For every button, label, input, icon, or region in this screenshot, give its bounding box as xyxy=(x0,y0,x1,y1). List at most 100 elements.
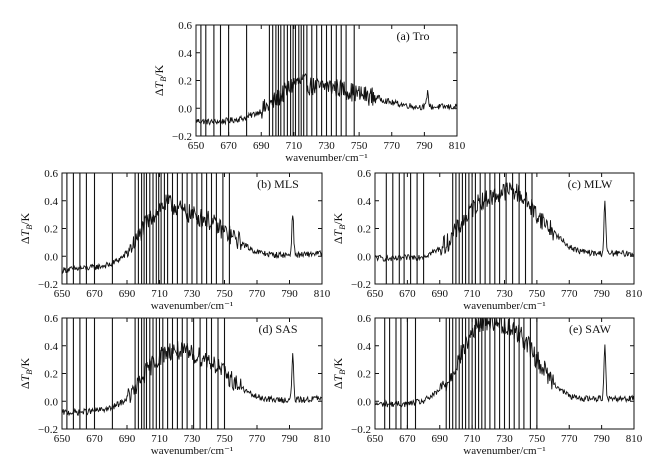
panel-label-bg xyxy=(252,177,304,192)
x-tick-label: 690 xyxy=(119,288,136,300)
panel-label-bg xyxy=(252,322,304,337)
panel-2: 650 670 690 710 730 750 770 790 810 0.6 0.4 0.2 0.0 −… xyxy=(18,168,331,312)
y-tick-label: −0.2 xyxy=(38,424,58,436)
x-tick-label: 730 xyxy=(496,288,513,300)
y-tick-label: −0.2 xyxy=(38,279,58,291)
y-tick-label: 0.0 xyxy=(357,251,371,263)
y-tick-label: 0.2 xyxy=(44,369,58,381)
x-tick-label: 790 xyxy=(416,140,433,152)
y-tick-label: −0.2 xyxy=(172,131,192,143)
x-tick-label: 710 xyxy=(464,288,481,300)
y-tick-label: 0.0 xyxy=(44,396,58,408)
y-axis-label: ΔTB/K xyxy=(18,213,34,245)
x-tick-label: 730 xyxy=(318,140,335,152)
x-tick-label: 770 xyxy=(249,288,266,300)
x-axis-label: wavenumber/cm⁻¹ xyxy=(463,445,545,457)
panel-3: 650 670 690 710 730 750 770 790 810 0.6 0.4 0.2 0.0 −… xyxy=(331,168,643,312)
x-tick-label: 710 xyxy=(151,433,168,445)
x-tick-label: 770 xyxy=(249,433,266,445)
panel-1: 650 670 690 710 730 750 770 790 810 0.6 0.4 0.2 0.0 −… xyxy=(152,20,466,164)
panel-label-bg xyxy=(564,177,616,192)
x-tick-label: 750 xyxy=(216,288,233,300)
x-tick-label: 790 xyxy=(593,433,610,445)
spectrum-line xyxy=(375,182,634,262)
x-tick-label: 650 xyxy=(367,433,384,445)
x-tick-label: 670 xyxy=(86,433,103,445)
y-axis-label: ΔTB/K xyxy=(331,213,347,245)
panel-label: (a) Tro xyxy=(396,29,429,43)
y-tick-label: 0.6 xyxy=(357,168,371,180)
y-tick-label: 0.2 xyxy=(357,369,371,381)
y-tick-label: 0.0 xyxy=(178,103,192,115)
x-tick-label: 690 xyxy=(432,288,449,300)
x-tick-label: 650 xyxy=(54,288,71,300)
panel-label-bg xyxy=(387,29,439,44)
y-tick-label: −0.2 xyxy=(351,279,371,291)
y-tick-label: 0.4 xyxy=(44,196,58,208)
panel-4: 650 670 690 710 730 750 770 790 810 0.6 0.4 0.2 0.0 −… xyxy=(18,313,331,457)
x-tick-label: 770 xyxy=(561,433,578,445)
x-tick-label: 710 xyxy=(151,288,168,300)
y-tick-label: 0.4 xyxy=(44,341,58,353)
x-tick-label: 710 xyxy=(464,433,481,445)
x-tick-label: 770 xyxy=(384,140,401,152)
x-tick-label: 730 xyxy=(496,433,513,445)
x-tick-label: 810 xyxy=(449,140,466,152)
y-tick-label: 0.2 xyxy=(178,76,192,88)
x-tick-label: 750 xyxy=(529,288,546,300)
y-tick-label: 0.2 xyxy=(357,224,371,236)
y-tick-label: 0.6 xyxy=(44,313,58,325)
x-tick-label: 690 xyxy=(253,140,270,152)
x-tick-label: 810 xyxy=(314,288,331,300)
panel-label: (b) MLS xyxy=(257,177,299,191)
x-tick-label: 650 xyxy=(188,140,205,152)
x-axis-label: wavenumber/cm⁻¹ xyxy=(285,152,367,164)
y-tick-label: 0.0 xyxy=(44,251,58,263)
x-tick-label: 750 xyxy=(351,140,368,152)
x-tick-label: 690 xyxy=(432,433,449,445)
x-tick-label: 790 xyxy=(593,288,610,300)
y-axis-label: ΔTB/K xyxy=(331,358,347,390)
y-axis-label: ΔTB/K xyxy=(18,358,34,390)
y-tick-label: −0.2 xyxy=(351,424,371,436)
spectrum-line xyxy=(375,318,634,408)
y-tick-label: 0.4 xyxy=(357,341,371,353)
x-tick-label: 730 xyxy=(184,288,201,300)
x-tick-label: 730 xyxy=(184,433,201,445)
x-tick-label: 670 xyxy=(220,140,237,152)
y-tick-label: 0.4 xyxy=(357,196,371,208)
x-tick-label: 670 xyxy=(399,433,416,445)
spectrum-line xyxy=(62,341,322,417)
x-tick-label: 670 xyxy=(399,288,416,300)
y-axis-label: ΔTB/K xyxy=(152,65,168,97)
panel-label-bg xyxy=(564,322,616,337)
x-axis-label: wavenumber/cm⁻¹ xyxy=(151,445,233,457)
y-tick-label: 0.6 xyxy=(178,20,192,32)
panel-label: (c) MLW xyxy=(568,177,613,191)
x-tick-label: 810 xyxy=(626,433,643,445)
x-tick-label: 770 xyxy=(561,288,578,300)
x-tick-label: 750 xyxy=(216,433,233,445)
x-tick-label: 650 xyxy=(367,288,384,300)
x-tick-label: 810 xyxy=(314,433,331,445)
x-tick-label: 670 xyxy=(86,288,103,300)
panel-5: 650 670 690 710 730 750 770 790 810 0.6 0.4 0.2 0.0 −… xyxy=(331,313,643,457)
y-tick-label: 0.6 xyxy=(44,168,58,180)
y-tick-label: 0.0 xyxy=(357,396,371,408)
x-tick-label: 710 xyxy=(286,140,303,152)
y-tick-label: 0.4 xyxy=(178,48,192,60)
panel-label: (d) SAS xyxy=(258,322,297,336)
y-tick-label: 0.6 xyxy=(357,313,371,325)
x-tick-label: 690 xyxy=(119,433,136,445)
x-axis-label: wavenumber/cm⁻¹ xyxy=(151,300,233,312)
x-axis-label: wavenumber/cm⁻¹ xyxy=(463,300,545,312)
x-tick-label: 650 xyxy=(54,433,71,445)
x-tick-label: 810 xyxy=(626,288,643,300)
y-tick-label: 0.2 xyxy=(44,224,58,236)
x-tick-label: 790 xyxy=(281,288,298,300)
panel-label: (e) SAW xyxy=(569,322,612,336)
x-tick-label: 750 xyxy=(529,433,546,445)
x-tick-label: 790 xyxy=(281,433,298,445)
